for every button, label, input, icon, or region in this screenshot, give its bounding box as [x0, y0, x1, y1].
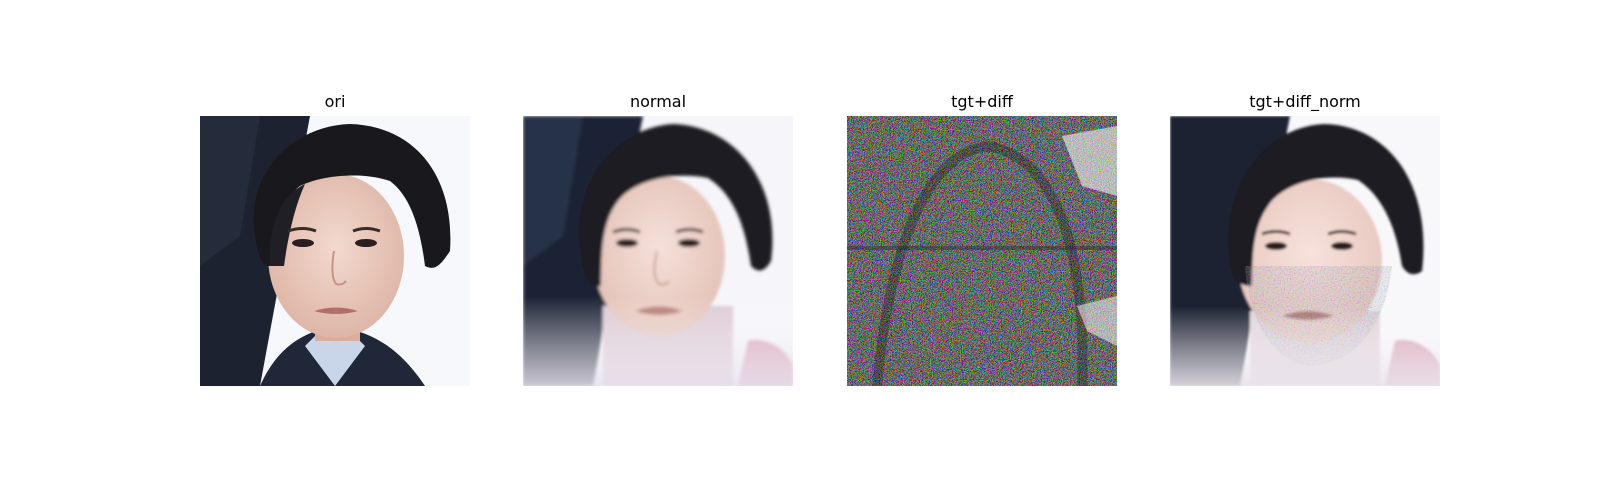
portrait-image-original — [200, 116, 470, 386]
panel-title: ori — [324, 92, 346, 111]
panel-normal: normal — [523, 90, 793, 386]
panel-tgt-diff-norm: tgt+diff_norm — [1170, 90, 1440, 386]
panel-title: tgt+diff — [951, 92, 1013, 111]
panel-ori: ori — [200, 90, 470, 386]
panel-tgt-diff: tgt+diff — [847, 90, 1117, 386]
noise-image — [847, 116, 1117, 386]
panel-title: normal — [629, 92, 687, 111]
portrait-image-normal — [523, 116, 793, 386]
panel-title: tgt+diff_norm — [1249, 92, 1361, 111]
portrait-image-diff-norm — [1170, 116, 1440, 386]
